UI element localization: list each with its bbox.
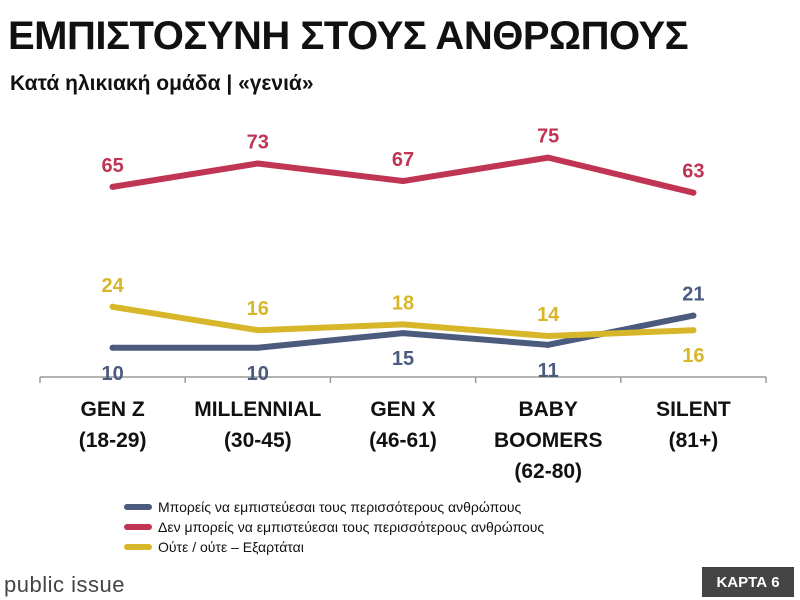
x-tick-label: SILENT xyxy=(656,398,731,421)
chart-title: ΕΜΠΙΣΤΟΣΥΝΗ ΣΤΟΥΣ ΑΝΘΡΩΠΟΥΣ xyxy=(8,14,689,58)
data-point xyxy=(254,160,261,167)
data-point xyxy=(400,321,406,328)
data-label: 11 xyxy=(538,360,559,382)
data-label: 10 xyxy=(247,363,269,385)
legend-label: Μπορείς να εμπιστεύεσαι τους περισσότερο… xyxy=(158,499,522,515)
data-label: 14 xyxy=(537,304,560,326)
x-tick-label: (62-80) xyxy=(514,460,582,483)
x-tick-label: (30-45) xyxy=(224,429,292,452)
data-label: 15 xyxy=(392,348,414,370)
data-point xyxy=(109,303,116,310)
x-tick-label: (18-29) xyxy=(79,429,147,452)
data-point xyxy=(690,189,697,196)
data-point xyxy=(545,333,552,340)
data-label: 65 xyxy=(101,155,123,177)
data-label: 63 xyxy=(682,161,704,183)
data-point xyxy=(545,341,552,348)
data-point xyxy=(109,344,116,351)
data-point xyxy=(109,183,116,190)
chart-subtitle: Κατά ηλικιακή ομάδα | «γενιά» xyxy=(10,72,314,95)
data-point xyxy=(400,330,406,337)
data-point xyxy=(254,327,261,334)
data-label: 18 xyxy=(392,292,414,314)
data-label: 24 xyxy=(101,275,124,297)
data-point xyxy=(690,312,697,319)
data-label: 16 xyxy=(682,345,704,367)
public-issue-logo: public issue xyxy=(4,572,125,597)
x-tick-label: MILLENNIAL xyxy=(194,398,321,421)
legend-item: Μπορείς να εμπιστεύεσαι τους περισσότερο… xyxy=(124,497,544,517)
legend-swatch xyxy=(124,504,152,510)
x-tick-label: GEN X xyxy=(370,398,435,421)
x-tick-label: (81+) xyxy=(669,429,719,452)
data-label: 21 xyxy=(682,284,704,306)
data-label: 67 xyxy=(392,149,414,171)
legend-item: Δεν μπορείς να εμπιστεύεσαι τους περισσό… xyxy=(124,517,544,537)
data-label: 75 xyxy=(537,126,559,148)
x-tick-label: BABY xyxy=(518,398,578,421)
card-number-badge: ΚΑΡΤΑ 6 xyxy=(702,567,794,597)
x-tick-label: BOOMERS xyxy=(494,429,603,452)
data-label: 10 xyxy=(101,363,123,385)
data-point xyxy=(545,154,552,161)
data-point xyxy=(254,344,261,351)
legend: Μπορείς να εμπιστεύεσαι τους περισσότερο… xyxy=(124,497,544,557)
data-label: 73 xyxy=(247,131,269,153)
data-point xyxy=(400,178,406,185)
legend-swatch xyxy=(124,524,152,530)
x-tick-label: (46-61) xyxy=(369,429,437,452)
legend-label: Ούτε / ούτε – Εξαρτάται xyxy=(158,539,304,555)
x-tick-label: GEN Z xyxy=(81,398,145,421)
legend-label: Δεν μπορείς να εμπιστεύεσαι τους περισσό… xyxy=(158,519,545,535)
legend-item: Ούτε / ούτε – Εξαρτάται xyxy=(124,537,544,557)
data-point xyxy=(690,327,697,334)
data-label: 16 xyxy=(247,298,269,320)
legend-swatch xyxy=(124,544,152,550)
